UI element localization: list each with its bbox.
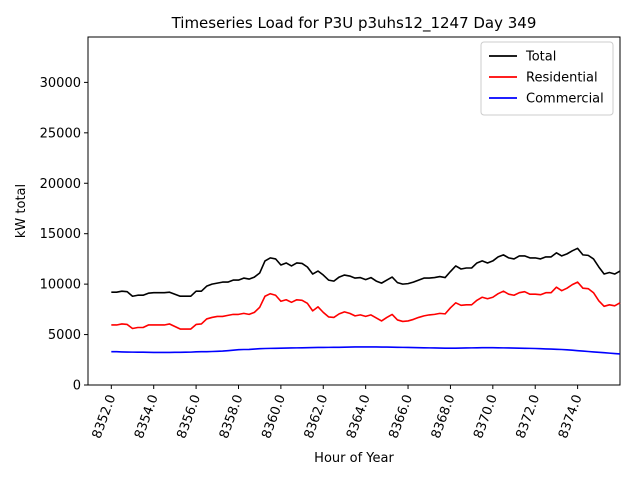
- y-tick-label: 10000: [40, 278, 81, 293]
- y-tick-label: 30000: [40, 76, 81, 91]
- legend: Total Residential Commercial: [480, 41, 614, 116]
- series-line-total: [111, 247, 621, 298]
- y-tick-label: 15000: [40, 227, 81, 242]
- x-axis-label: Hour of Year: [314, 451, 394, 466]
- y-axis-label: kW total: [14, 184, 29, 238]
- series-lines: [111, 247, 621, 355]
- y-axis: 0 5000 10000 15000 20000 25000 30000: [40, 76, 88, 394]
- legend-label-commercial: Commercial: [526, 92, 604, 107]
- legend-label-residential: Residential: [526, 71, 598, 86]
- legend-label-total: Total: [525, 50, 556, 65]
- series-line-commercial: [111, 346, 621, 355]
- y-tick-label: 0: [73, 379, 81, 394]
- plot-frame: [87, 36, 621, 386]
- y-tick-label: 25000: [40, 126, 81, 141]
- series-line-residential: [111, 281, 621, 330]
- y-tick-label: 20000: [40, 177, 81, 192]
- y-tick-label: 5000: [48, 328, 81, 343]
- legend-box: [480, 41, 614, 116]
- chart-title: Timeseries Load for P3U p3uhs12_1247 Day…: [171, 14, 537, 33]
